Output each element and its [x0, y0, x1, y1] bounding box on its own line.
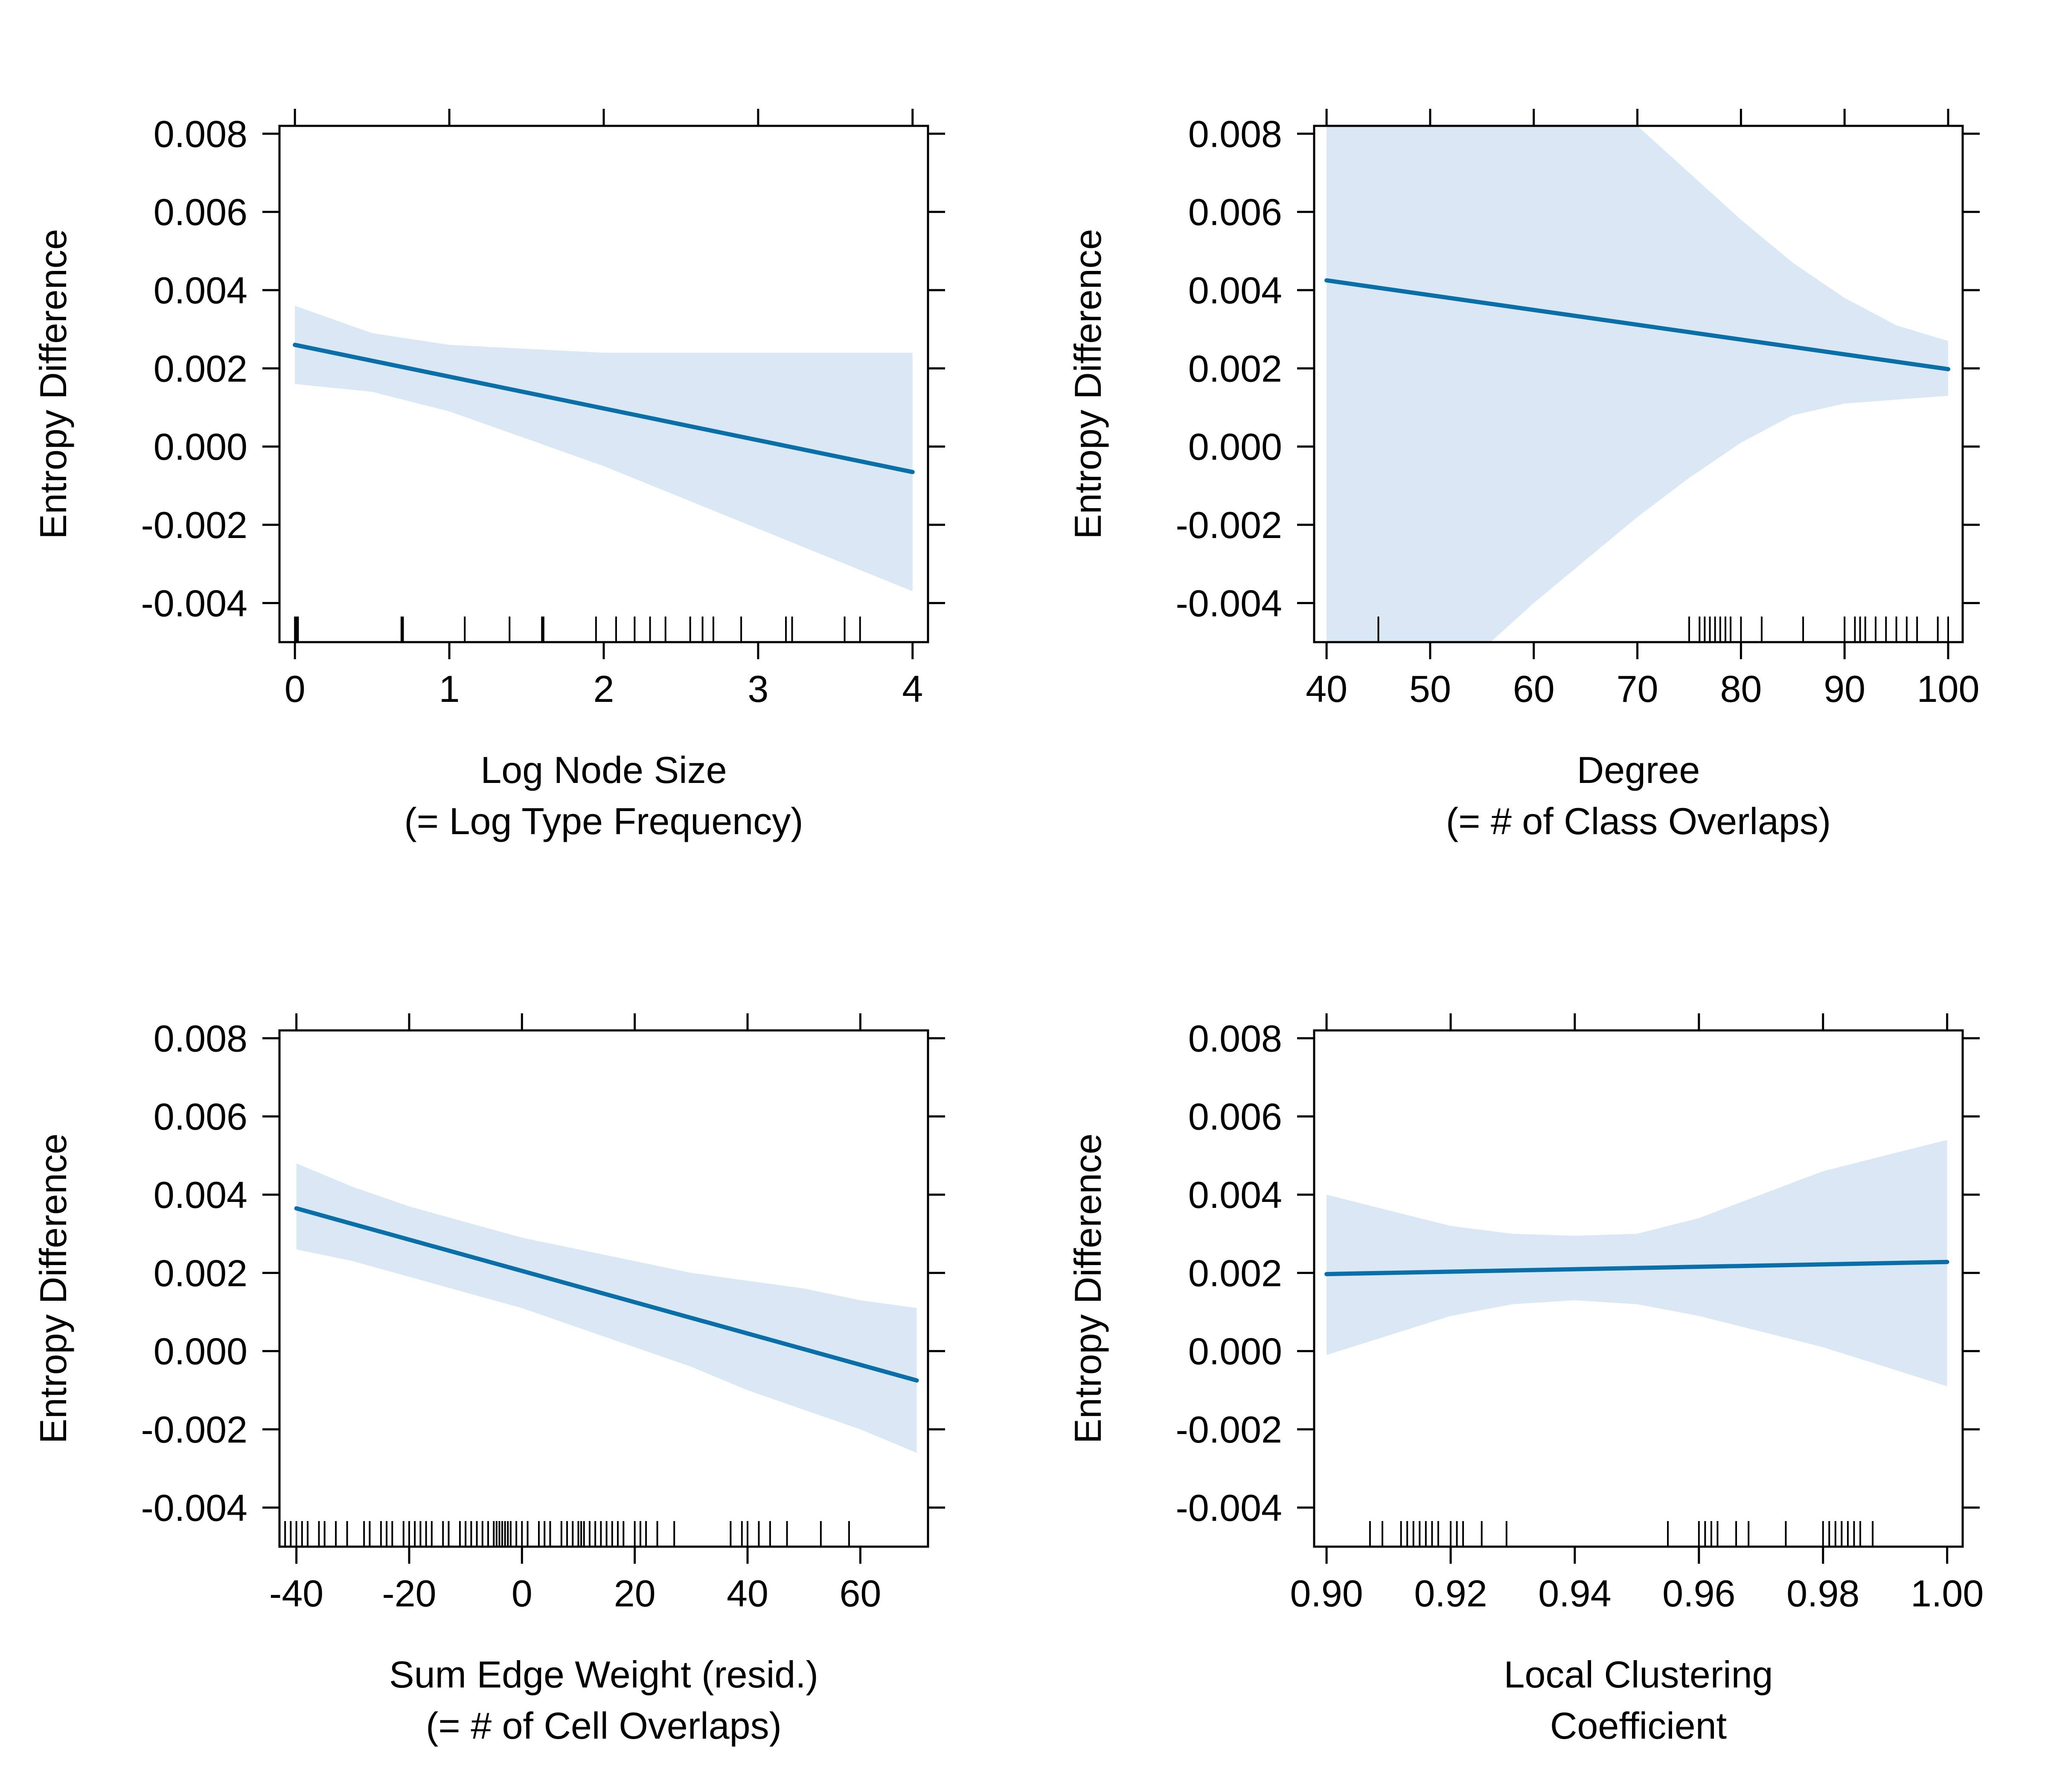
y-tick-label: 0.006 [154, 1096, 247, 1138]
y-tick-label: 0.000 [154, 426, 247, 468]
x-tick-label: 0.94 [1538, 1572, 1611, 1615]
x-axis-label-line-2: (= # of Class Overlaps) [1446, 800, 1831, 842]
y-axis-label: Entropy Difference [32, 229, 74, 539]
y-tick-label: 0.006 [1188, 191, 1282, 233]
x-tick-label: 80 [1720, 668, 1762, 710]
x-tick-label: 100 [1917, 668, 1980, 710]
x-tick-label: -40 [269, 1572, 323, 1615]
y-tick-label: 0.002 [154, 1252, 247, 1294]
confidence-band [296, 1163, 917, 1453]
x-tick-label: 0.98 [1786, 1572, 1859, 1615]
y-tick-label: 0.004 [154, 269, 247, 311]
x-axis-label-line-2: Coefficient [1550, 1705, 1727, 1747]
y-tick-label: 0.004 [1188, 1174, 1282, 1216]
y-tick-label: 0.004 [1188, 269, 1282, 311]
x-tick-label: 4 [902, 668, 923, 710]
x-tick-label: 60 [1513, 668, 1555, 710]
y-tick-label: 0.008 [1188, 113, 1282, 155]
y-tick-label: 0.008 [154, 1017, 247, 1059]
x-tick-label: 50 [1409, 668, 1451, 710]
y-tick-label: 0.008 [154, 113, 247, 155]
x-tick-label: 3 [748, 668, 768, 710]
chart-panel-2: 40 50 60 70 80 90 100 -0.004 -0.002 0.000 0.002 0.0… [1067, 109, 1980, 842]
y-tick-label: 0.002 [154, 347, 247, 390]
x-tick-label: 1.00 [1911, 1572, 1984, 1615]
confidence-band [295, 305, 913, 591]
x-tick-label: 0 [285, 668, 305, 710]
chart-panel-3: -40 -20 0 20 40 60 -0.004 -0.002 0.000 0.002 0.004… [32, 1013, 945, 1747]
x-axis-label-line-1: Local Clustering [1504, 1653, 1773, 1696]
x-tick-label: 60 [839, 1572, 881, 1615]
plot-area [294, 1163, 919, 1453]
y-axis-label: Entropy Difference [1067, 229, 1109, 539]
x-tick-label: 0.96 [1662, 1572, 1735, 1615]
x-tick-label: 20 [614, 1572, 656, 1615]
y-tick-label: 0.004 [154, 1174, 247, 1216]
fitted-line [294, 1206, 919, 1383]
plot-area [1324, 126, 1950, 642]
y-tick-label: -0.002 [141, 504, 247, 546]
x-axis-label-line-2: (= # of Cell Overlaps) [426, 1705, 782, 1747]
x-axis-label-line-1: Sum Edge Weight (resid.) [389, 1653, 818, 1696]
x-tick-label: 40 [727, 1572, 768, 1615]
y-tick-label: -0.004 [1175, 582, 1282, 624]
y-tick-label: -0.002 [1175, 1408, 1282, 1451]
y-tick-label: -0.004 [141, 582, 247, 624]
chart-panel-1: 0 1 2 3 4 -0.004 -0.002 0.000 0.002 0.004 0.006 0.0… [32, 109, 945, 842]
x-axis-label-line-1: Log Node Size [480, 749, 727, 791]
plot-area [1324, 1140, 1949, 1387]
fitted-line [1324, 278, 1950, 372]
x-tick-label: 90 [1824, 668, 1865, 710]
plot-frame [1313, 1029, 1964, 1548]
plot-area [293, 305, 915, 591]
fitted-line [1324, 1260, 1949, 1277]
y-tick-label: -0.002 [141, 1408, 247, 1451]
y-tick-label: -0.002 [1175, 504, 1282, 546]
y-tick-label: 0.006 [154, 191, 247, 233]
x-tick-label: 1 [439, 668, 460, 710]
plot-frame [278, 1029, 929, 1548]
x-tick-label: 70 [1617, 668, 1658, 710]
x-tick-label: 0.90 [1290, 1572, 1363, 1615]
x-axis-label-line-1: Degree [1577, 749, 1700, 791]
y-tick-label: 0.002 [1188, 1252, 1282, 1294]
y-tick-label: 0.000 [1188, 426, 1282, 468]
fitted-line [293, 343, 915, 474]
y-tick-label: -0.004 [141, 1487, 247, 1529]
y-axis-label: Entropy Difference [32, 1133, 74, 1443]
chart-panel-4: 0.90 0.92 0.94 0.96 0.98 1.00 -0.004 -0.002 0.00… [1067, 1013, 1984, 1747]
confidence-band [1327, 1140, 1947, 1387]
x-tick-label: 0 [512, 1572, 532, 1615]
y-tick-label: 0.008 [1188, 1017, 1282, 1059]
x-tick-label: 0.92 [1414, 1572, 1487, 1615]
y-tick-label: 0.000 [154, 1330, 247, 1373]
x-tick-label: 2 [593, 668, 614, 710]
x-tick-label: -20 [382, 1572, 436, 1615]
y-axis-label: Entropy Difference [1067, 1133, 1109, 1443]
confidence-band [1327, 126, 1948, 642]
y-tick-label: 0.000 [1188, 1330, 1282, 1373]
x-tick-label: 40 [1306, 668, 1347, 710]
y-tick-label: -0.004 [1175, 1487, 1282, 1529]
y-tick-label: 0.002 [1188, 347, 1282, 390]
y-tick-label: 0.006 [1188, 1096, 1282, 1138]
x-axis-label-line-2: (= Log Type Frequency) [404, 800, 803, 842]
